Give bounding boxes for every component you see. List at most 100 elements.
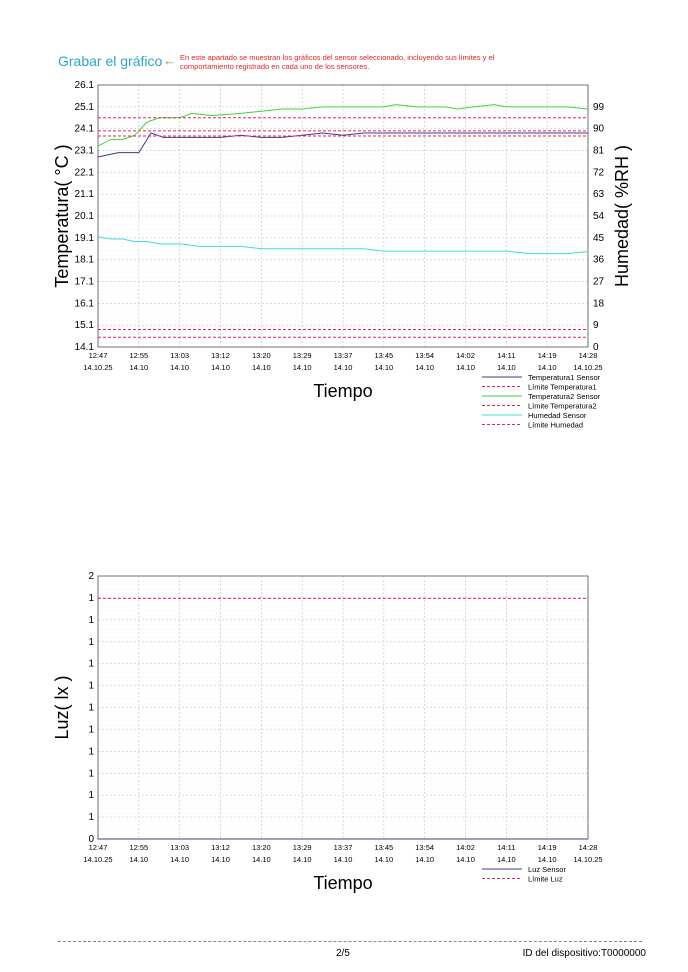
y2-tick-label: 0	[593, 342, 599, 353]
y2-tick-label: 72	[593, 167, 605, 178]
legend-label: Luz Sensor	[528, 865, 566, 874]
y2-tick-label: 45	[593, 233, 605, 244]
help-note: En este apartado se muestran los gráfico…	[180, 53, 495, 71]
x-tick-date: 14.10	[374, 363, 393, 372]
x-tick-date: 14.10	[211, 363, 230, 372]
y-tick-label: 20.1	[75, 211, 95, 222]
x-tick-date: 14.10	[293, 363, 312, 372]
x-tick-date: 14.10	[456, 363, 475, 372]
x-tick-time: 12:55	[129, 351, 148, 360]
series-line	[97, 132, 588, 158]
y-tick-label: 25.1	[75, 102, 95, 113]
y-tick-label: 15.1	[75, 320, 95, 331]
x-tick-time: 13:29	[293, 351, 312, 360]
x-tick-date: 14.10	[252, 855, 271, 864]
x-tick-time: 13:45	[374, 351, 393, 360]
x-tick-time: 13:37	[334, 843, 353, 852]
x-axis-title: Tiempo	[313, 873, 372, 893]
y-tick-label: 1	[88, 637, 94, 648]
y2-tick-label: 36	[593, 255, 605, 266]
temperature-humidity-chart: 26.1 25.1 24.1 23.1 22.1 21.1 20.1 19.1 18.1 17.1…	[52, 80, 632, 430]
x-tick-date: 14.10	[252, 363, 271, 372]
x-tick-time: 12:55	[129, 843, 148, 852]
light-chart: 2 1 1 1 1 1 1 1 1 1 1 1 012:47 14.10.25 12:55 14.10 13:0…	[52, 571, 603, 893]
y-tick-label: 16.1	[75, 298, 95, 309]
x-tick-date: 14.10	[129, 855, 148, 864]
x-tick-time: 13:45	[374, 843, 393, 852]
legend-label: Límite Humedad	[528, 421, 583, 430]
x-tick-date: 14.10	[334, 855, 353, 864]
x-tick-date: 14.10	[456, 855, 475, 864]
x-tick-date: 14.10	[538, 855, 557, 864]
y-tick-label: 1	[88, 724, 94, 735]
x-tick-date: 14.10	[129, 363, 148, 372]
y-tick-label: 17.1	[75, 277, 95, 288]
y-tick-label: 1	[88, 768, 94, 779]
y2-tick-label: 90	[593, 124, 605, 135]
x-tick-date: 14.10	[374, 855, 393, 864]
x-axis-title: Tiempo	[313, 381, 372, 401]
y-tick-label: 1	[88, 746, 94, 757]
x-tick-date: 14.10	[334, 363, 353, 372]
arrow-left-icon: ←	[163, 53, 176, 68]
x-tick-time: 12:47	[89, 843, 108, 852]
x-tick-time: 13:37	[334, 351, 353, 360]
x-tick-date: 14.10	[497, 855, 516, 864]
x-tick-date: 14.10.25	[83, 363, 112, 372]
y-axis-title: Luz( lx )	[52, 675, 72, 739]
x-tick-time: 14:02	[456, 843, 475, 852]
x-tick-date: 14.10	[497, 363, 516, 372]
y-tick-label: 1	[88, 615, 94, 626]
x-tick-time: 13:12	[211, 843, 230, 852]
y-tick-label: 23.1	[75, 146, 95, 157]
y-tick-label: 1	[88, 790, 94, 801]
x-tick-date: 14.10	[170, 855, 189, 864]
y-tick-label: 19.1	[75, 233, 95, 244]
x-tick-date: 14.10	[170, 363, 189, 372]
legend-label: Límite Temperatura2	[528, 402, 597, 411]
x-tick-time: 13:03	[170, 351, 189, 360]
x-tick-date: 14.10.25	[83, 855, 112, 864]
y2-axis-title: Humedad( %RH )	[612, 145, 632, 287]
y2-tick-label: 99	[593, 102, 605, 113]
x-tick-time: 13:20	[252, 351, 271, 360]
legend-label: Temperatura2 Sensor	[528, 392, 601, 401]
x-tick-time: 13:20	[252, 843, 271, 852]
y-tick-label: 1	[88, 659, 94, 670]
x-tick-date: 14.10.25	[573, 363, 602, 372]
legend-label: Límite Temperatura1	[528, 383, 597, 392]
x-tick-date: 14.10.25	[573, 855, 602, 864]
y-tick-label: 18.1	[75, 255, 95, 266]
y-tick-label: 1	[88, 681, 94, 692]
x-tick-time: 13:29	[293, 843, 312, 852]
y-tick-label: 22.1	[75, 167, 95, 178]
y2-tick-label: 27	[593, 277, 605, 288]
footer-divider	[58, 941, 642, 942]
x-tick-time: 14:11	[497, 843, 515, 852]
series-line	[97, 104, 589, 147]
y2-tick-label: 18	[593, 298, 605, 309]
y-tick-label: 1	[88, 593, 94, 604]
y2-tick-label: 81	[593, 146, 605, 157]
y-tick-label: 21.1	[75, 189, 95, 200]
series-line	[97, 236, 589, 255]
y2-tick-label: 63	[593, 189, 605, 200]
save-chart-link[interactable]: Grabar el gráfico	[58, 53, 163, 69]
x-tick-date: 14.10	[293, 855, 312, 864]
y-tick-label: 1	[88, 703, 94, 714]
y2-tick-label: 54	[593, 211, 605, 222]
plot-frame	[97, 84, 589, 348]
x-tick-time: 13:54	[415, 843, 434, 852]
y-tick-label: 1	[88, 812, 94, 823]
x-tick-time: 13:54	[415, 351, 434, 360]
x-tick-time: 13:12	[211, 351, 230, 360]
x-tick-date: 14.10	[415, 363, 434, 372]
x-tick-time: 13:03	[170, 843, 189, 852]
y-tick-label: 14.1	[75, 342, 95, 353]
x-tick-time: 12:47	[89, 351, 108, 360]
y-tick-label: 26.1	[75, 80, 95, 91]
x-tick-date: 14.10	[538, 363, 557, 372]
legend-label: Temperatura1 Sensor	[528, 373, 601, 382]
x-tick-date: 14.10	[211, 855, 230, 864]
